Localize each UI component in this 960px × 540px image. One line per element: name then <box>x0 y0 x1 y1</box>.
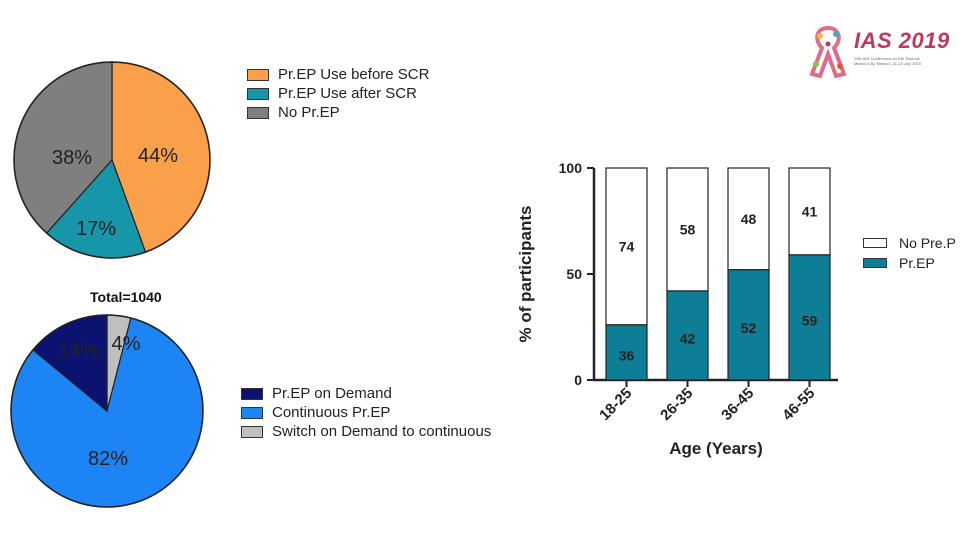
y-tick-label: 0 <box>574 372 582 388</box>
legend-top: Pr.EP Use before SCR Pr.EP Use after SCR… <box>247 65 429 122</box>
ribbon-icon <box>809 25 847 79</box>
bar-value-label-no-prep: 74 <box>619 238 635 254</box>
legend-swatch <box>241 406 263 419</box>
bar-segment-prep <box>788 254 831 381</box>
pie-value-label: 14% <box>58 340 98 362</box>
logo-subtitle-line2: Mexico City, Mexico | 21-24 July 2019 <box>854 61 921 66</box>
bar-segment-prep <box>727 269 770 381</box>
pie-value-label: 44% <box>138 145 178 167</box>
legend-item: Continuous Pr.EP <box>241 403 491 422</box>
bar-value-label-prep: 36 <box>619 347 635 363</box>
pie-outline <box>10 314 204 508</box>
legend-swatch <box>247 106 269 119</box>
bar-value-label-prep: 59 <box>802 312 818 328</box>
legend-item: No Pre.P <box>863 233 956 253</box>
legend-item: Pr.EP <box>863 253 956 273</box>
legend-label: Pr.EP Use before SCR <box>278 66 430 83</box>
legend-swatch <box>863 258 887 268</box>
legend-swatch <box>247 87 269 100</box>
x-tick-label: 36-45 <box>718 385 757 424</box>
y-tick-label: 50 <box>566 266 582 282</box>
legend-item: Pr.EP Use after SCR <box>247 84 429 103</box>
legend-item: Pr.EP on Demand <box>241 384 491 403</box>
logo-title: IAS 2019 <box>854 28 950 53</box>
bar-value-label-no-prep: 41 <box>802 203 818 219</box>
x-axis-title: Age (Years) <box>669 439 763 458</box>
legend-bottom: Pr.EP on Demand Continuous Pr.EP Switch … <box>241 384 491 441</box>
legend-item: No Pr.EP <box>247 103 429 122</box>
logo-subtitle: 10th IAS Conference on HIV Science Mexic… <box>854 56 921 66</box>
legend-item: Switch on Demand to continuous <box>241 422 491 441</box>
bar-segment-prep <box>666 290 709 381</box>
bar-segment-no-prep <box>666 167 709 292</box>
pie-value-label: 4% <box>112 333 141 355</box>
legend-label: Continuous Pr.EP <box>272 404 391 421</box>
bar-segment-no-prep <box>788 167 831 256</box>
ias-logo: IAS 2019 10th IAS Conference on HIV Scie… <box>806 24 949 80</box>
pie-outline <box>13 61 211 259</box>
legend-item: Pr.EP Use before SCR <box>247 65 429 84</box>
pie-value-label: 38% <box>52 147 92 169</box>
bar-value-label-no-prep: 48 <box>741 211 757 227</box>
legend-swatch <box>863 238 887 248</box>
y-axis-title: % of participants <box>516 206 535 343</box>
legend-swatch <box>241 425 263 438</box>
x-tick-label: 46-55 <box>779 385 818 424</box>
legend-label: No Pr.EP <box>278 104 340 121</box>
logo-subtitle-line1: 10th IAS Conference on HIV Science <box>854 56 920 61</box>
x-tick-label: 18-25 <box>596 385 635 424</box>
total-label: Total=1040 <box>90 289 162 305</box>
bar-value-label-prep: 42 <box>680 330 696 346</box>
y-tick-label: 100 <box>559 160 583 176</box>
legend-label: Pr.EP Use after SCR <box>278 85 417 102</box>
bar-value-label-prep: 52 <box>741 320 757 336</box>
x-tick-label: 26-35 <box>657 385 696 424</box>
legend-swatch <box>241 387 263 400</box>
pie-value-label: 82% <box>88 448 128 470</box>
legend-label: Pr.EP <box>899 255 935 271</box>
legend-swatch <box>247 68 269 81</box>
bar-segment-no-prep <box>727 167 770 271</box>
legend-bar: No Pre.P Pr.EP <box>863 233 956 273</box>
legend-label: No Pre.P <box>899 235 956 251</box>
pie-value-label: 17% <box>76 218 116 240</box>
legend-label: Pr.EP on Demand <box>272 385 392 402</box>
bar-value-label-no-prep: 58 <box>680 221 696 237</box>
legend-label: Switch on Demand to continuous <box>272 423 492 440</box>
